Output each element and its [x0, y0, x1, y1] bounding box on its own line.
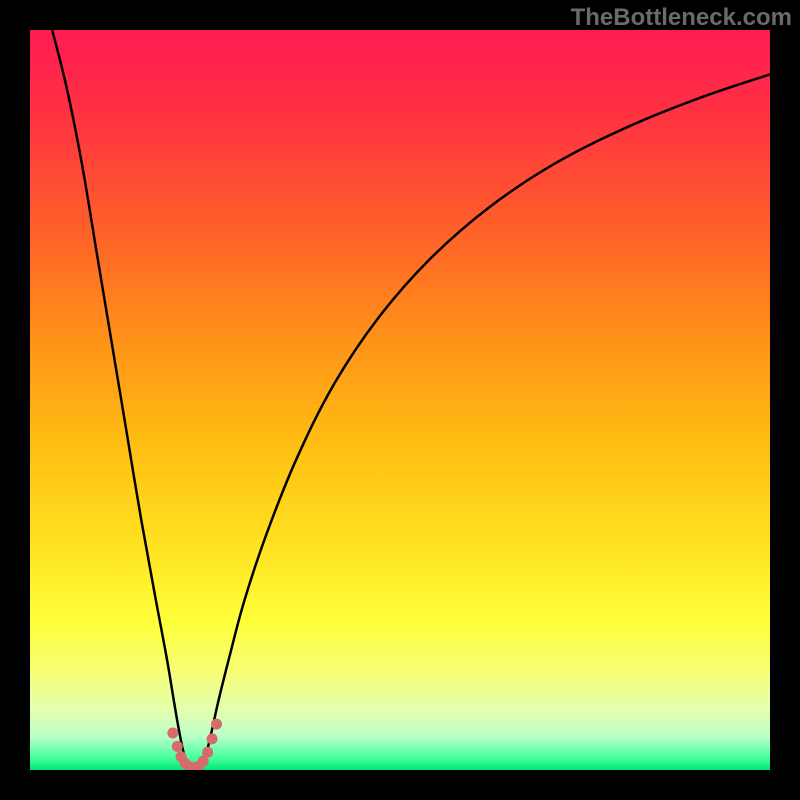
watermark-text: TheBottleneck.com [571, 4, 792, 32]
curve-overlay [30, 30, 770, 770]
curve-bottom-marker [211, 719, 222, 730]
bottleneck-curve [52, 30, 770, 769]
chart-canvas: TheBottleneck.com [0, 0, 800, 800]
curve-bottom-marker [202, 747, 213, 758]
curve-bottom-marker [172, 741, 183, 752]
plot-area [30, 30, 770, 770]
curve-bottom-marker [207, 733, 218, 744]
curve-bottom-marker [167, 728, 178, 739]
